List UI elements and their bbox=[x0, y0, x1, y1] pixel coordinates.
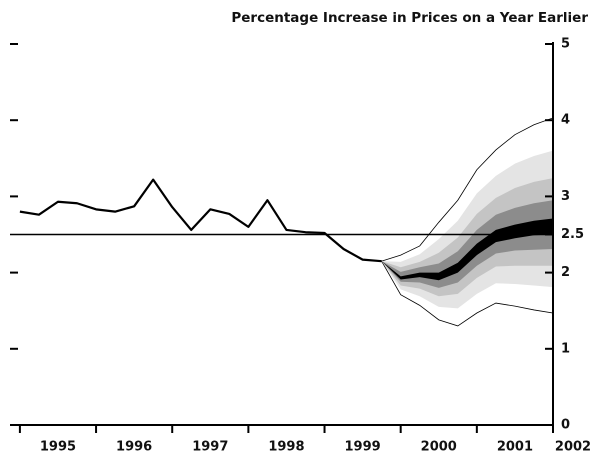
x-tick-label: 2000 bbox=[421, 440, 457, 455]
y-tick-label: 4 bbox=[561, 113, 570, 128]
chart-title: Percentage Increase in Prices on a Year … bbox=[231, 10, 588, 26]
x-tick-label: 1996 bbox=[116, 440, 152, 455]
y-tick-label: 3 bbox=[561, 189, 570, 204]
y-tick-label: 2.5 bbox=[561, 227, 584, 242]
x-tick-label: 1997 bbox=[192, 440, 228, 455]
x-tick-label: 1995 bbox=[40, 440, 76, 455]
history-line bbox=[19, 178, 382, 263]
x-tick-label: 2002 bbox=[555, 440, 591, 455]
x-tick-label: 1998 bbox=[268, 440, 304, 455]
y-tick-label: 1 bbox=[561, 341, 570, 356]
y-tick-label: 2 bbox=[561, 265, 570, 280]
y-tick-label: 0 bbox=[561, 418, 570, 433]
x-tick-label: 2001 bbox=[497, 440, 533, 455]
x-tick-label: 1999 bbox=[345, 440, 381, 455]
fan-band bbox=[381, 200, 553, 288]
y-tick-label: 5 bbox=[561, 37, 570, 52]
